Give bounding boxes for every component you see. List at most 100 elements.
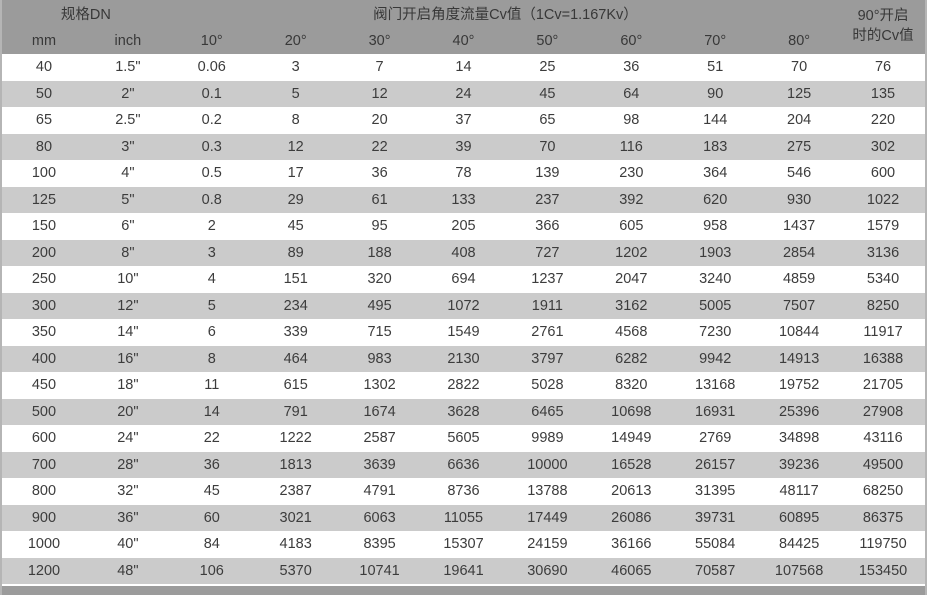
table-cell: 70 bbox=[539, 138, 556, 155]
table-cell: 19752 bbox=[778, 377, 820, 394]
table-cell: 24159 bbox=[527, 536, 568, 553]
angle-header-20: 20° bbox=[253, 27, 338, 54]
table-cell: 36 bbox=[623, 59, 640, 76]
table-cell: 16528 bbox=[611, 456, 652, 473]
table-cell: 339 bbox=[283, 324, 308, 341]
table-cell: 1202 bbox=[615, 244, 648, 261]
table-cell: 5028 bbox=[531, 377, 564, 394]
table-cell: 8320 bbox=[615, 377, 648, 394]
table-cell: 400 bbox=[31, 350, 57, 367]
table-cell: 605 bbox=[619, 218, 644, 235]
table-cell: 14 bbox=[203, 403, 220, 420]
table-row: 800 32" 45 2387 4791 8736 13788 20613 31395 48117… bbox=[2, 478, 925, 505]
table-cell: 3797 bbox=[531, 350, 564, 367]
table-cell: 39 bbox=[455, 138, 472, 155]
table-cell: 48117 bbox=[779, 483, 819, 500]
table-cell: 3628 bbox=[447, 403, 480, 420]
table-cell: 139 bbox=[535, 165, 560, 182]
table-cell: 6282 bbox=[615, 350, 648, 367]
table-cell: 12" bbox=[117, 297, 139, 314]
open-90-line1: 90°开启 bbox=[857, 8, 909, 25]
table-cell: 2387 bbox=[279, 483, 312, 500]
table-cell: 16931 bbox=[695, 403, 736, 420]
table-cell: 51 bbox=[707, 59, 724, 76]
table-cell: 188 bbox=[367, 244, 392, 261]
table-cell: 64 bbox=[623, 85, 640, 102]
table-cell: 98 bbox=[623, 112, 640, 129]
table-cell: 84425 bbox=[778, 536, 820, 553]
table-row: 40 1.5" 0.06 3 7 14 25 36 51 70 76 bbox=[2, 54, 925, 81]
table-cell: 10" bbox=[117, 271, 139, 288]
table-cell: 70587 bbox=[695, 562, 736, 579]
table-cell: 2047 bbox=[615, 271, 648, 288]
table-row: 1200 48" 106 5370 10741 19641 30690 46065 70587 1… bbox=[2, 557, 925, 584]
cv-flow-table: 规格DN 阀门开启角度流量Cv值（1Cv=1.167Kv） 90°开启 时的Cv… bbox=[2, 0, 925, 584]
table-cell: 7 bbox=[375, 59, 384, 76]
table-cell: 26086 bbox=[611, 509, 652, 526]
table-cell: 7230 bbox=[699, 324, 732, 341]
table-cell: 8736 bbox=[447, 483, 480, 500]
header-row-units: mm inch 10° 20° 30° 40° 50° 60° 70° 80° bbox=[2, 27, 925, 54]
table-cell: 11917 bbox=[863, 324, 903, 341]
table-cell: 302 bbox=[870, 138, 896, 155]
table-cell: 43116 bbox=[863, 430, 903, 447]
table-cell: 31395 bbox=[695, 483, 736, 500]
table-cell: 13788 bbox=[527, 483, 568, 500]
table-cell: 95 bbox=[371, 218, 388, 235]
table-cell: 12 bbox=[287, 138, 304, 155]
table-cell: 230 bbox=[619, 165, 644, 182]
table-row: 125 5" 0.8 29 61 133 237 392 620 930 1022 bbox=[2, 186, 925, 213]
table-cell: 60 bbox=[203, 509, 220, 526]
table-cell: 106 bbox=[199, 562, 224, 579]
table-row: 150 6" 2 45 95 205 366 605 958 1437 1579 bbox=[2, 213, 925, 240]
table-cell: 150 bbox=[31, 218, 57, 235]
table-cell: 4 bbox=[207, 271, 216, 288]
table-cell: 8 bbox=[291, 112, 300, 129]
table-row: 350 14" 6 339 715 1549 2761 4568 7230 10844 11917 bbox=[2, 319, 925, 346]
table-cell: 6465 bbox=[531, 403, 564, 420]
table-cell: 8" bbox=[121, 244, 135, 261]
table-cell: 45 bbox=[539, 85, 556, 102]
table-cell: 1022 bbox=[866, 191, 900, 208]
table-cell: 495 bbox=[367, 297, 392, 314]
table-cell: 12 bbox=[371, 85, 388, 102]
table-cell: 37 bbox=[455, 112, 472, 129]
table-cell: 1200 bbox=[27, 562, 61, 579]
table-cell: 205 bbox=[451, 218, 476, 235]
bottom-bar bbox=[2, 586, 925, 595]
table-cell: 392 bbox=[619, 191, 644, 208]
table-cell: 600 bbox=[31, 430, 57, 447]
table-cell: 19641 bbox=[443, 562, 484, 579]
table-cell: 3 bbox=[207, 244, 216, 261]
table-cell: 5605 bbox=[447, 430, 480, 447]
table-cell: 8250 bbox=[866, 297, 900, 314]
header-row-groups: 规格DN 阀门开启角度流量Cv值（1Cv=1.167Kv） 90°开启 时的Cv… bbox=[2, 0, 925, 54]
table-cell: 8395 bbox=[363, 536, 396, 553]
table-cell: 791 bbox=[283, 403, 308, 420]
table-cell: 1237 bbox=[531, 271, 564, 288]
table-cell: 36166 bbox=[611, 536, 652, 553]
table-cell: 10741 bbox=[359, 562, 400, 579]
table-cell: 350 bbox=[31, 324, 57, 341]
table-cell: 39236 bbox=[778, 456, 820, 473]
table-cell: 65 bbox=[539, 112, 556, 129]
table-cell: 5005 bbox=[699, 297, 732, 314]
table-cell: 300 bbox=[31, 297, 57, 314]
table-row: 200 8" 3 89 188 408 727 1202 1903 2854 3136 bbox=[2, 239, 925, 266]
table-cell: 5340 bbox=[866, 271, 900, 288]
table-cell: 727 bbox=[535, 244, 560, 261]
table-cell: 70 bbox=[791, 59, 808, 76]
table-cell: 16" bbox=[117, 350, 139, 367]
table-cell: 40 bbox=[35, 59, 53, 76]
table-cell: 11055 bbox=[443, 509, 484, 526]
table-cell: 930 bbox=[787, 191, 812, 208]
table-cell: 153450 bbox=[858, 562, 908, 579]
table-row: 250 10" 4 151 320 694 1237 2047 3240 4859 5340 bbox=[2, 266, 925, 293]
table-cell: 2" bbox=[121, 85, 135, 102]
table-cell: 3136 bbox=[866, 244, 900, 261]
table-cell: 40" bbox=[117, 536, 139, 553]
table-cell: 29 bbox=[287, 191, 304, 208]
table-cell: 14 bbox=[455, 59, 472, 76]
angle-header-30: 30° bbox=[337, 27, 422, 54]
